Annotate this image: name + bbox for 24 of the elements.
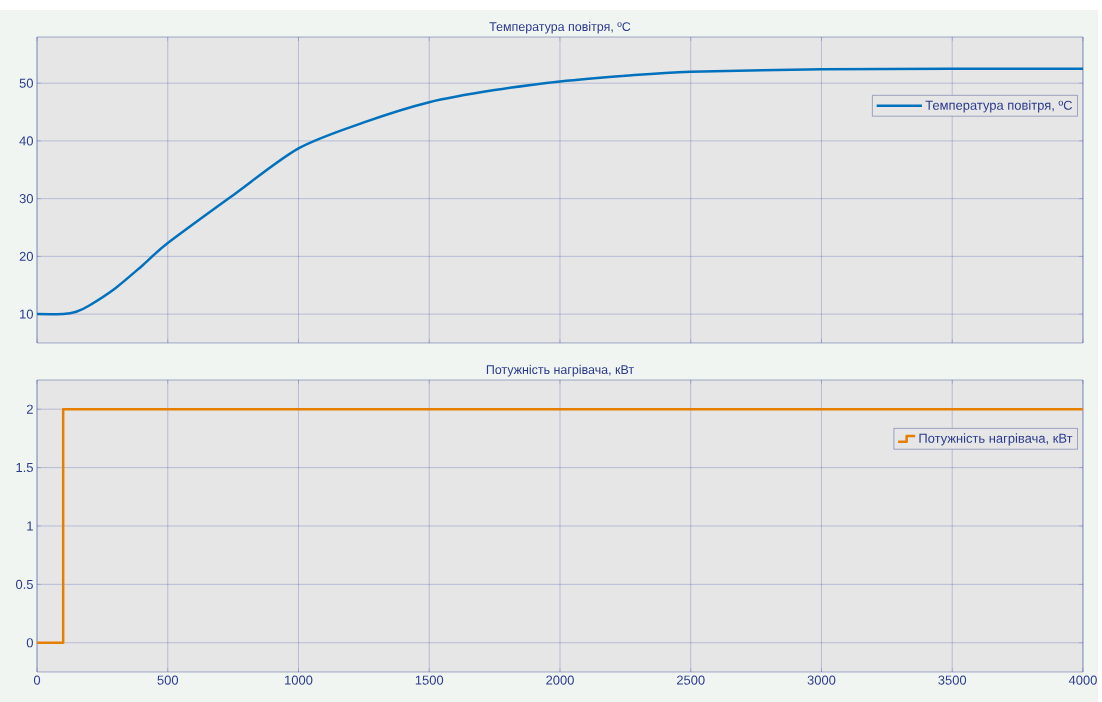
y-tick-label: 0.5 [15,579,33,589]
x-tick-label: 3500 [938,675,967,685]
chart-title: Температура повітря, ºС [489,21,631,34]
y-tick-label: 10 [20,309,33,319]
legend-label: Температура повітря, ºС [925,100,1073,113]
y-tick-label: 1.5 [16,463,33,473]
x-tick-label: 2500 [676,675,705,685]
x-tick-label: 3000 [807,675,836,685]
x-tick-label: 500 [157,675,179,685]
y-tick-label: 50 [19,78,33,88]
y-tick-label: 1 [27,521,33,531]
x-tick-label: 4000 [1068,675,1097,685]
y-tick-label: 30 [19,194,33,204]
y-tick-label: 2 [26,404,33,414]
x-tick-label: 2000 [546,675,574,685]
y-tick-label: 0 [26,638,33,648]
y-tick-label: 40 [19,136,33,146]
x-tick-label: 1500 [415,675,444,685]
x-tick-label: 1000 [285,675,313,685]
legend-label: Потужність нагрівача, кВт [919,433,1073,446]
x-tick-label: 0 [33,675,41,685]
chart-title: Потужність нагрівача, кВт [486,364,634,377]
y-tick-label: 20 [19,251,33,261]
line-series [37,67,1083,316]
